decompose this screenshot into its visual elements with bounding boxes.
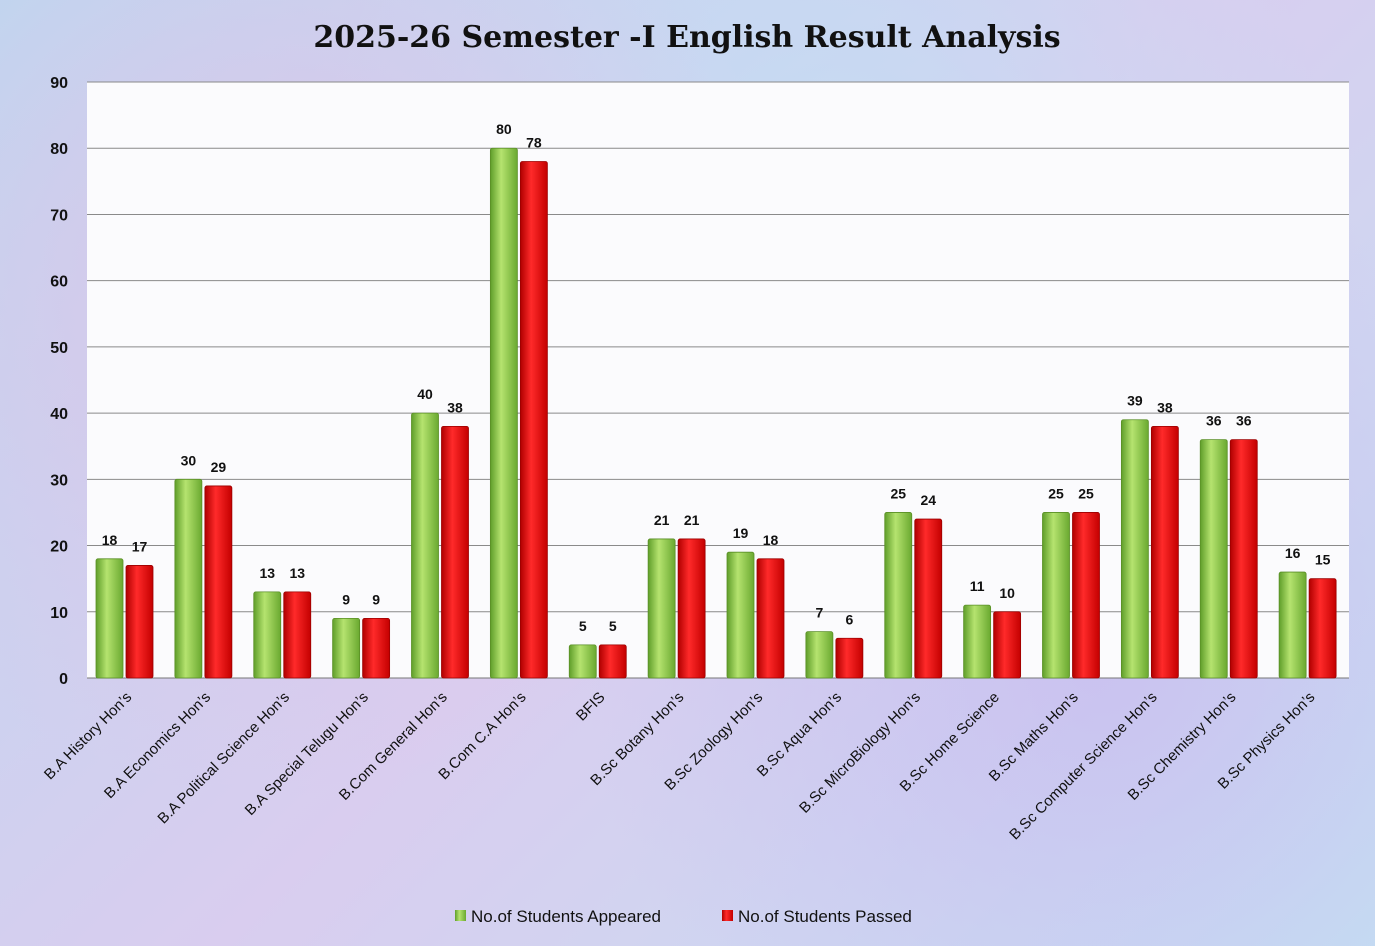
y-tick-label: 60 [50, 274, 68, 291]
bar-passed [993, 611, 1022, 679]
bar-appeared [1278, 571, 1307, 679]
bar-passed [519, 161, 548, 679]
legend-label-appeared: No.of Students Appeared [471, 907, 661, 926]
data-label: 17 [132, 538, 148, 554]
y-tick-label: 10 [50, 605, 68, 622]
data-label: 36 [1206, 413, 1222, 429]
data-label: 5 [609, 618, 617, 634]
data-label: 11 [970, 578, 985, 594]
bar-appeared [568, 644, 597, 679]
bar-appeared [253, 591, 282, 679]
bar-passed [598, 644, 627, 679]
chart-title: 2025-26 Semester -I English Result Analy… [313, 20, 1060, 55]
bar-passed [835, 637, 864, 679]
bar-passed [441, 425, 469, 679]
data-label: 5 [579, 618, 587, 634]
legend-swatch-appeared [455, 910, 466, 921]
data-label: 18 [102, 532, 118, 548]
legend-swatch-passed [722, 910, 733, 921]
y-tick-label: 0 [59, 671, 68, 688]
data-label: 10 [999, 585, 1015, 601]
data-label: 9 [372, 591, 380, 607]
bar-appeared [1042, 512, 1070, 679]
data-label: 29 [211, 459, 227, 475]
bar-appeared [174, 478, 203, 679]
bar-appeared [726, 551, 755, 679]
data-label: 18 [763, 532, 779, 548]
bar-appeared [411, 412, 439, 679]
data-label: 25 [1048, 485, 1064, 501]
data-label: 13 [259, 565, 275, 581]
data-label: 21 [654, 512, 670, 528]
bar-appeared [1199, 439, 1228, 679]
data-label: 16 [1285, 545, 1301, 561]
data-label: 25 [890, 485, 906, 501]
data-label: 7 [815, 605, 823, 621]
bar-appeared [884, 512, 913, 679]
y-tick-label: 70 [50, 207, 68, 224]
data-label: 38 [1157, 399, 1173, 415]
bar-passed [1072, 512, 1100, 679]
data-label: 6 [845, 611, 853, 627]
y-tick-label: 80 [50, 141, 68, 158]
data-label: 40 [417, 386, 433, 402]
data-label: 15 [1315, 552, 1331, 568]
data-label: 19 [733, 525, 749, 541]
bar-appeared [489, 147, 518, 679]
data-label: 80 [496, 121, 512, 137]
x-category-label: B.A Political Science Hon’s [154, 689, 293, 828]
x-category-label: B.Com C.A Hon’s [435, 689, 529, 783]
bar-passed [677, 538, 706, 679]
data-label: 25 [1078, 485, 1094, 501]
bar-appeared [332, 618, 361, 679]
data-label: 9 [342, 591, 350, 607]
x-category-label: BFIS [573, 689, 609, 725]
data-label: 38 [447, 399, 463, 415]
x-category-label: B.Sc Computer Science Hon’s [1006, 689, 1160, 843]
data-label: 21 [684, 512, 700, 528]
y-tick-label: 40 [50, 406, 68, 423]
data-label: 13 [289, 565, 305, 581]
data-label: 36 [1236, 413, 1252, 429]
data-label: 30 [181, 452, 197, 468]
bar-passed [1308, 578, 1337, 679]
data-label: 24 [920, 492, 936, 508]
y-tick-label: 20 [50, 539, 68, 556]
x-category-label: B.Sc Aqua Hon’s [754, 689, 845, 780]
data-label: 39 [1127, 393, 1143, 409]
bar-passed [362, 618, 391, 679]
bar-appeared [1120, 419, 1149, 679]
data-label: 78 [526, 134, 542, 150]
bar-appeared [95, 558, 124, 679]
bar-passed [125, 565, 154, 679]
bar-passed [204, 485, 233, 679]
bar-appeared [647, 538, 676, 679]
bar-appeared [805, 631, 834, 679]
bar-appeared [963, 604, 992, 679]
legend-label-passed: No.of Students Passed [738, 907, 912, 926]
bar-passed [1150, 425, 1179, 679]
bar-passed [914, 518, 943, 679]
bar-passed [283, 591, 312, 679]
bar-passed [756, 558, 785, 679]
y-tick-label: 30 [50, 472, 68, 489]
y-tick-label: 50 [50, 340, 68, 357]
legend: No.of Students Appeared No.of Students P… [455, 907, 912, 926]
y-tick-label: 90 [50, 75, 68, 92]
bar-passed [1229, 439, 1258, 679]
